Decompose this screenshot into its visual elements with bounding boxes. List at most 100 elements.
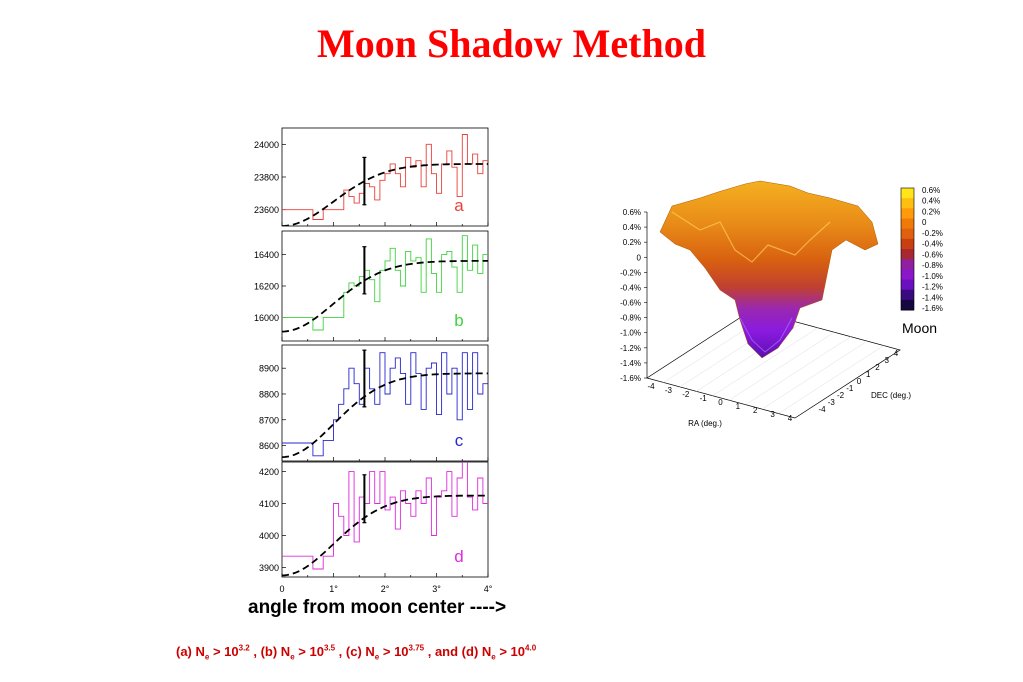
- ra-tick-label: -1: [700, 394, 708, 403]
- ra-tick-label: 2: [753, 406, 758, 415]
- z-tick-label: -0.2%: [620, 268, 641, 277]
- surface-mesh: [659, 180, 879, 359]
- z-tick-label: 0.6%: [623, 208, 641, 217]
- page-title: Moon Shadow Method: [317, 21, 706, 66]
- caption-part: (d) Ne > 104.0: [461, 644, 537, 662]
- y-tick-label: 16200: [254, 282, 279, 292]
- y-tick-label: 16400: [254, 250, 279, 260]
- y-tick-label: 16000: [254, 313, 279, 323]
- caption-part: (c) Ne > 103.75 , and: [345, 644, 462, 662]
- dec-tick-label: 4: [894, 349, 899, 358]
- colorbar-tick-label: -1.6%: [922, 304, 943, 313]
- colorbar-tick-label: -1.0%: [922, 272, 943, 281]
- panel-d: 3900 4000 4100 4200 d: [259, 461, 489, 578]
- figure-caption: (a) Ne > 103.2 , (b) Ne > 103.5 , (c) Ne…: [176, 644, 536, 662]
- colorbar-swatch: [901, 289, 914, 301]
- z-tick-label: 0: [637, 253, 642, 262]
- ra-axis-label: RA (deg.): [688, 419, 722, 428]
- y-tick-label: 4200: [259, 467, 279, 477]
- base-gridline: [761, 340, 868, 410]
- base-gridline: [729, 332, 835, 401]
- ra-tick-label: -3: [665, 386, 673, 395]
- histogram-series: [282, 352, 488, 457]
- ra-tick-label: 4: [788, 414, 793, 423]
- ra-tick-label: -4: [647, 382, 655, 391]
- y-tick-label: 3900: [259, 563, 279, 573]
- surface-dip-highlight: [739, 317, 793, 353]
- histogram-series: [282, 462, 488, 570]
- x-tick-label: 0: [279, 584, 284, 594]
- x-tick-label: 4°: [484, 584, 493, 594]
- y-tick-label: 4000: [259, 531, 279, 541]
- y-tick-label: 23800: [254, 173, 279, 183]
- z-tick-label: 0.4%: [623, 223, 641, 232]
- base-gridline: [745, 336, 851, 405]
- dec-tick-label: -2: [837, 391, 845, 400]
- histogram-series: [282, 134, 488, 220]
- colorbar-tick-label: -0.6%: [922, 250, 943, 259]
- colorbar-tick-label: 0.2%: [922, 207, 940, 216]
- y-tick-label: 8700: [259, 415, 279, 425]
- surface-highlight: [671, 211, 831, 263]
- x-tick-label: 3°: [432, 584, 441, 594]
- colorbar-tick-label: -0.8%: [922, 261, 943, 270]
- panel-letter: a: [454, 196, 464, 215]
- colorbar-tick-label: 0: [922, 218, 927, 227]
- panel-letter: b: [454, 311, 463, 330]
- y-tick-label: 8900: [259, 364, 279, 374]
- ra-tick-label: 1: [736, 402, 741, 411]
- z-tick-label: -1.4%: [620, 359, 641, 368]
- dec-tick-label: -3: [828, 398, 836, 407]
- ra-tick-label: -2: [682, 390, 690, 399]
- colorbar-tick-label: -1.4%: [922, 293, 943, 302]
- y-tick-label: 8800: [259, 389, 279, 399]
- panel-b: 16000 16200 16400 b: [254, 230, 489, 342]
- colorbar-swatch: [901, 249, 914, 260]
- colorbar-swatch: [901, 238, 914, 250]
- colorbar-swatch: [901, 228, 914, 240]
- dec-axis-label: DEC (deg.): [871, 391, 911, 400]
- colorbar-tick-label: 0.6%: [922, 186, 940, 195]
- colorbar-tick-label: -0.4%: [922, 240, 943, 249]
- fit-curve: [282, 163, 488, 226]
- panel-a: 23600 23800 24000 a: [254, 127, 489, 227]
- dec-tick-label: 0: [857, 377, 862, 386]
- dec-tick-label: -4: [818, 405, 826, 414]
- colorbar-swatch: [901, 299, 914, 311]
- ra-tick-label: 3: [770, 410, 775, 419]
- fit-curve: [282, 260, 488, 333]
- z-tick-label: -0.8%: [620, 314, 641, 323]
- colorbar-swatch: [901, 208, 914, 219]
- z-tick-label: 0.2%: [623, 238, 641, 247]
- x-tick-label: 1°: [329, 584, 338, 594]
- colorbar-swatch: [901, 279, 914, 291]
- dec-tick-label: -1: [846, 384, 854, 393]
- colorbar-tick-label: -1.2%: [922, 283, 943, 292]
- z-tick-label: -1.0%: [620, 329, 641, 338]
- panel-letter: d: [454, 547, 463, 566]
- fit-curve: [282, 494, 488, 577]
- colorbar-tick-label: 0.4%: [922, 197, 940, 206]
- fit-curve: [282, 372, 488, 458]
- base-gridline: [778, 345, 884, 414]
- caption-part: (b) Ne > 103.5 ,: [260, 644, 346, 662]
- z-tick-label: -1.6%: [620, 374, 641, 383]
- z-tick-label: -0.4%: [620, 283, 641, 292]
- dec-tick-label: 3: [885, 356, 890, 365]
- panel-c: 8600 8700 8800 8900 c: [259, 344, 489, 462]
- y-tick-label: 23600: [254, 205, 279, 215]
- ra-tick-label: 0: [718, 398, 723, 407]
- colorbar-tick-label: -0.2%: [922, 229, 943, 238]
- colorbar-frame: [900, 187, 915, 311]
- caption-part: (a) Ne > 103.2 ,: [176, 644, 261, 662]
- colorbar-swatch: [901, 259, 914, 270]
- x-tick-label: 2°: [381, 584, 390, 594]
- moon-label: Moon: [902, 320, 937, 336]
- y-tick-label: 4100: [259, 499, 279, 509]
- surface-plot: 0.6%0.4%0.2%0-0.2%-0.4%-0.6%-0.8%-1.0%-1…: [620, 180, 943, 428]
- dec-tick-label: 2: [875, 363, 880, 372]
- y-tick-label: 8600: [259, 441, 279, 451]
- dec-tick-label: 1: [866, 370, 871, 379]
- panel-letter: c: [455, 431, 464, 450]
